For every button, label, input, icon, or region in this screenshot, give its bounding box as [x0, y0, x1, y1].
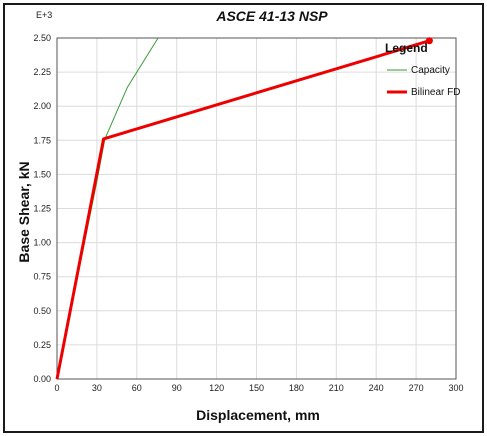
x-tick-labels: 0 30 60 90 120 150 180 210 240 270 300 [54, 383, 463, 393]
performance-point-marker [425, 37, 433, 45]
y-tick-label: 0.50 [33, 306, 51, 316]
y-exponent-label: E+3 [36, 10, 52, 20]
chart-title: ASCE 41-13 NSP [215, 8, 328, 24]
y-tick-label: 2.25 [33, 67, 51, 77]
x-tick-label: 90 [172, 383, 182, 393]
bilinear-fd-line [55, 39, 430, 380]
x-tick-label: 120 [209, 383, 224, 393]
y-tick-label: 1.50 [33, 169, 51, 179]
x-tick-label: 210 [329, 383, 344, 393]
legend-title: Legend [385, 41, 428, 55]
chart-frame [3, 3, 484, 433]
legend: Legend Capacity Bilinear FD [385, 41, 460, 98]
x-tick-label: 150 [249, 383, 264, 393]
y-tick-label: 1.75 [33, 135, 51, 145]
series-layer [55, 37, 433, 380]
y-tick-label: 0.75 [33, 272, 51, 282]
x-tick-label: 240 [369, 383, 384, 393]
y-axis-label: Base Shear, kN [16, 161, 32, 262]
x-tick-label: 30 [92, 383, 102, 393]
x-tick-label: 180 [289, 383, 304, 393]
legend-label-capacity: Capacity [411, 65, 450, 76]
y-tick-label: 2.00 [33, 101, 51, 111]
x-tick-label: 300 [448, 383, 463, 393]
x-tick-label: 60 [132, 383, 142, 393]
y-tick-label: 0.25 [33, 340, 51, 350]
plot-area [56, 37, 457, 380]
x-tick-label: 0 [54, 383, 59, 393]
y-tick-label: 1.00 [33, 238, 51, 248]
x-axis-label: Displacement, mm [196, 407, 320, 423]
y-tick-label: 2.50 [33, 33, 51, 43]
grid [56, 37, 457, 380]
legend-label-bilinear-fd: Bilinear FD [411, 87, 460, 98]
y-tick-label: 0.00 [33, 374, 51, 384]
y-tick-label: 1.25 [33, 204, 51, 214]
y-tick-labels: 0.00 0.25 0.50 0.75 1.00 1.25 1.50 1.75 2.00 2.25… [33, 33, 51, 384]
x-tick-label: 270 [409, 383, 424, 393]
